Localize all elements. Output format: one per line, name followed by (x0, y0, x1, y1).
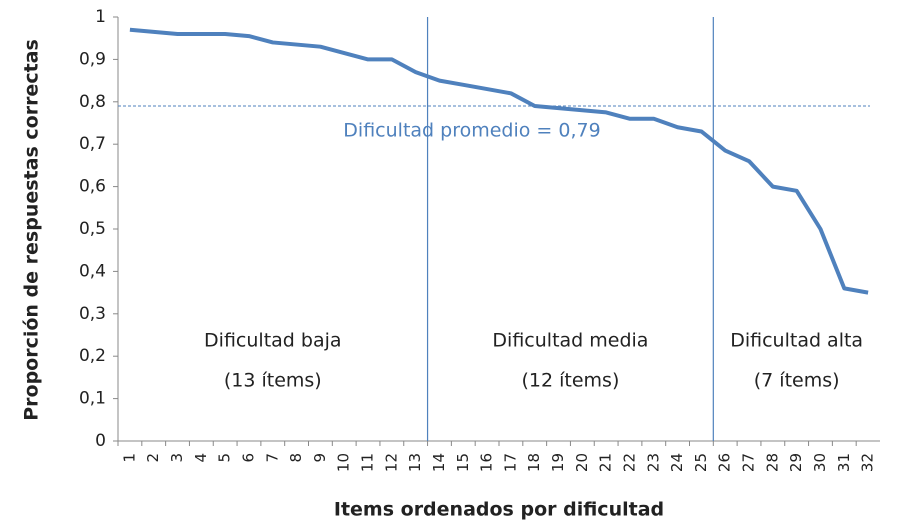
x-tick-label: 2 (144, 453, 162, 463)
x-tick-label: 17 (501, 453, 519, 472)
y-tick-label: 0 (95, 431, 106, 451)
y-tick-label: 0,7 (79, 134, 106, 154)
x-tick-label: 31 (835, 453, 853, 472)
x-tick-label: 9 (311, 453, 329, 463)
x-tick-label: 5 (216, 453, 234, 463)
y-tick-label: 0,6 (79, 177, 106, 197)
region-label: Dificultad alta (730, 330, 863, 352)
x-tick-label: 6 (239, 453, 257, 463)
x-tick-label: 25 (692, 453, 710, 472)
x-tick-label: 23 (644, 453, 662, 472)
x-tick-label: 7 (263, 453, 281, 463)
x-tick-label: 1 (120, 453, 138, 463)
y-tick-label: 0,5 (79, 219, 106, 239)
x-tick-label: 10 (335, 453, 353, 472)
x-tick-label: 19 (549, 453, 567, 472)
region-label: Dificultad baja (204, 330, 341, 352)
x-tick-label: 28 (763, 453, 781, 472)
x-tick-label: 26 (716, 453, 734, 472)
x-tick-label: 21 (597, 453, 615, 472)
y-tick-label: 0,9 (79, 49, 106, 69)
data-line (129, 27, 869, 295)
x-tick-label: 24 (668, 453, 686, 472)
x-tick-label: 27 (740, 453, 758, 472)
x-tick-label: 18 (525, 453, 543, 472)
y-tick-label: 0,4 (79, 261, 106, 281)
y-axis-label: Proporción de respuestas correctas (21, 39, 43, 421)
x-tick-label: 3 (168, 453, 186, 463)
y-tick-label: 0,1 (79, 389, 106, 409)
region-note: (13 ítems) (224, 370, 322, 392)
x-tick-label: 15 (454, 453, 472, 472)
x-tick-label: 13 (406, 453, 424, 472)
x-tick-label: 16 (478, 453, 496, 472)
x-tick-label: 22 (620, 453, 638, 472)
x-tick-label: 12 (382, 453, 400, 472)
x-tick-label: 4 (192, 453, 210, 463)
x-tick-label: 30 (811, 453, 829, 472)
region-label: Dificultad media (492, 330, 648, 352)
x-tick-label: 8 (287, 453, 305, 463)
x-tick-label: 32 (859, 453, 877, 472)
x-axis-label: Items ordenados por dificultad (334, 499, 664, 521)
y-tick-label: 0,3 (79, 304, 106, 324)
y-tick-label: 0,8 (79, 92, 106, 112)
region-note: (12 ítems) (522, 370, 620, 392)
y-tick-label: 1 (95, 7, 106, 27)
x-tick-label: 14 (430, 453, 448, 472)
mean-label: Dificultad promedio = 0,79 (343, 120, 600, 142)
region-note: (7 ítems) (754, 370, 840, 392)
y-tick-label: 0,2 (79, 346, 106, 366)
x-tick-label: 20 (573, 453, 591, 472)
x-tick-label: 11 (359, 453, 377, 472)
x-tick-label: 29 (787, 453, 805, 472)
